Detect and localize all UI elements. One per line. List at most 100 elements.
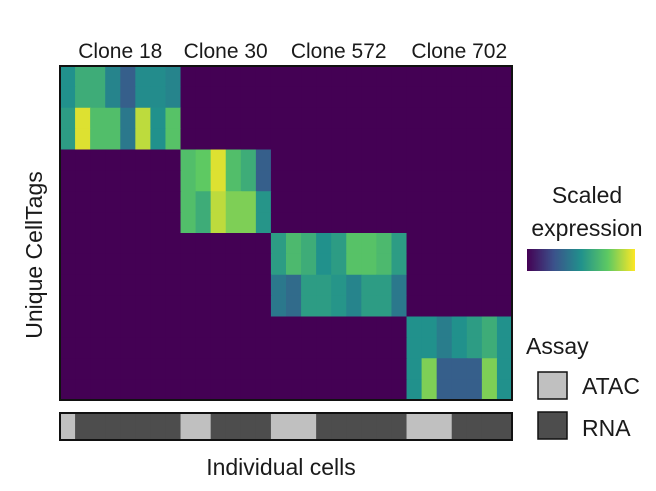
heatmap-cell	[301, 107, 317, 130]
heatmap-cell	[210, 274, 227, 297]
heatmap-cell	[270, 128, 287, 151]
heatmap-cell	[376, 128, 393, 151]
heatmap-cell	[481, 128, 498, 151]
heatmap-cell	[331, 379, 347, 401]
heatmap-cell	[436, 316, 453, 338]
heatmap-cell	[135, 316, 151, 338]
assay-cell-rna	[90, 413, 106, 440]
heatmap-cell	[120, 233, 136, 255]
heatmap-cell	[376, 86, 393, 109]
heatmap-cell	[331, 107, 347, 130]
heatmap-cell	[331, 337, 347, 359]
heatmap-cell	[210, 86, 227, 109]
heatmap-cell	[165, 191, 182, 213]
heatmap-cell	[60, 358, 76, 380]
heatmap-cell	[496, 86, 513, 109]
heatmap-cell	[421, 379, 438, 401]
heatmap-cell	[195, 107, 212, 130]
heatmap-cell	[421, 358, 438, 380]
heatmap-cell	[466, 337, 483, 359]
heatmap-cell	[376, 274, 393, 297]
heatmap-cell	[496, 128, 513, 151]
heatmap-cell	[406, 170, 423, 192]
heatmap-cell	[406, 379, 423, 401]
heatmap-cell	[240, 337, 257, 359]
heatmap-cell	[255, 128, 272, 151]
heatmap-cell	[331, 212, 347, 234]
assay-cell-rna	[165, 413, 182, 440]
heatmap-cell	[346, 337, 362, 359]
heatmap-cell	[376, 149, 393, 171]
heatmap-cell	[165, 358, 182, 380]
heatmap-cell	[150, 337, 167, 359]
heatmap-cell	[436, 337, 453, 359]
heatmap-cell	[75, 128, 91, 151]
heatmap-cell	[286, 107, 302, 130]
heatmap-cell	[316, 191, 332, 213]
heatmap-cell	[436, 107, 453, 130]
heatmap-cell	[210, 233, 227, 255]
heatmap-cell	[451, 66, 468, 88]
heatmap-cell	[331, 149, 347, 171]
heatmap-cell	[481, 253, 498, 276]
heatmap-cell	[316, 170, 332, 192]
heatmap-cell	[466, 274, 483, 297]
heatmap-cell	[165, 253, 182, 276]
heatmap-cell	[90, 212, 106, 234]
heatmap-cell	[451, 191, 468, 213]
heatmap-cell	[466, 212, 483, 234]
heatmap-cell	[105, 358, 121, 380]
heatmap-cell	[255, 358, 272, 380]
heatmap-cell	[270, 274, 287, 297]
heatmap-cell	[180, 274, 197, 297]
heatmap-cell	[270, 295, 287, 318]
heatmap-cell	[105, 86, 121, 109]
heatmap-cell	[481, 170, 498, 192]
heatmap-cell	[436, 379, 453, 401]
heatmap-cell	[135, 149, 151, 171]
heatmap-cell	[120, 358, 136, 380]
heatmap-cell	[60, 128, 76, 151]
heatmap-cell	[361, 212, 377, 234]
heatmap-cell	[90, 379, 106, 401]
heatmap-cell	[195, 295, 212, 318]
heatmap-cell	[361, 337, 377, 359]
heatmap-cell	[496, 337, 513, 359]
assay-cell-rna	[210, 413, 227, 440]
heatmap-cell	[270, 66, 287, 88]
heatmap-cell	[150, 253, 167, 276]
heatmap-cell	[180, 337, 197, 359]
heatmap-cell	[195, 149, 212, 171]
heatmap-cell	[466, 358, 483, 380]
heatmap-cell	[90, 107, 106, 130]
heatmap-cell	[436, 274, 453, 297]
assay-cell-rna	[255, 413, 272, 440]
heatmap-cell	[135, 170, 151, 192]
heatmap-cell	[331, 86, 347, 109]
heatmap-cell	[361, 66, 377, 88]
heatmap-cell	[240, 170, 257, 192]
heatmap-cell	[316, 358, 332, 380]
heatmap-cell	[376, 337, 393, 359]
heatmap-cell	[195, 358, 212, 380]
heatmap-cell	[301, 170, 317, 192]
heatmap-cell	[150, 379, 167, 401]
heatmap-cell	[180, 107, 197, 130]
assay-cell-atac	[195, 413, 212, 440]
heatmap-cell	[391, 86, 408, 109]
heatmap-cell	[210, 149, 227, 171]
heatmap-cell	[180, 379, 197, 401]
heatmap-cell	[406, 337, 423, 359]
heatmap-cell	[135, 337, 151, 359]
heatmap-cell	[391, 295, 408, 318]
heatmap-cell	[210, 66, 227, 88]
heatmap-cell	[225, 86, 242, 109]
heatmap-cell	[316, 66, 332, 88]
heatmap-cell	[225, 337, 242, 359]
assay-cell-rna	[240, 413, 257, 440]
heatmap-cell	[180, 191, 197, 213]
heatmap-cell	[391, 233, 408, 255]
heatmap-cell	[255, 316, 272, 338]
heatmap-cell	[361, 128, 377, 151]
heatmap-cell	[210, 212, 227, 234]
